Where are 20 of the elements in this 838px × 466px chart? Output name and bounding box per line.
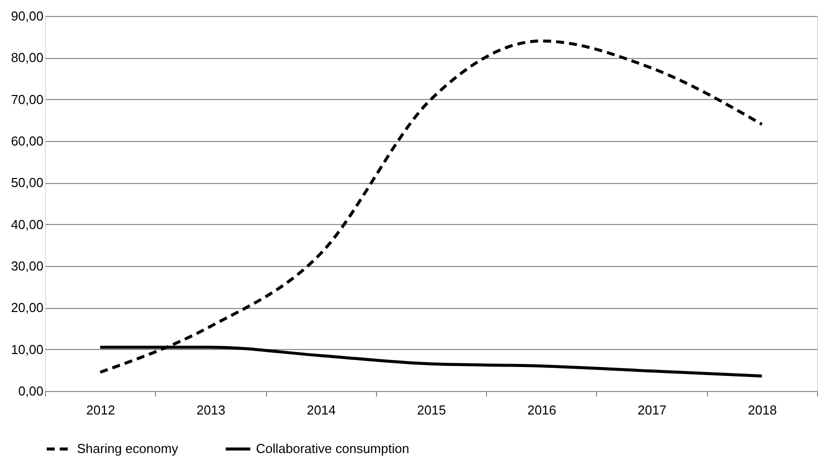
line-series <box>98 40 764 374</box>
y-tick-label: 30,00 <box>10 258 44 274</box>
x-tick-label: 2015 <box>417 402 446 418</box>
x-tick-label: 2017 <box>638 402 667 418</box>
x-tick-label: 2014 <box>306 402 336 418</box>
y-tick-label: 20,00 <box>10 300 44 316</box>
y-tick-label: 90,00 <box>10 8 44 24</box>
y-tick-label: 60,00 <box>10 134 44 148</box>
legend-label: Collaborative consumption <box>256 441 410 456</box>
y-tick-label: 0,00 <box>18 384 44 398</box>
y-tick-label: 10,00 <box>10 342 44 357</box>
x-tick-label: 2012 <box>86 402 116 418</box>
y-tick-label: 50,00 <box>10 175 44 190</box>
y-tick-label: 40,00 <box>10 216 44 232</box>
x-tick-label: 2018 <box>748 402 777 418</box>
legend-label: Sharing economy <box>77 441 179 456</box>
y-tick-label: 70,00 <box>10 92 44 107</box>
x-tick-label: 2016 <box>527 402 556 418</box>
x-tick-label: 2013 <box>196 402 226 418</box>
y-tick-label: 80,00 <box>10 50 44 66</box>
